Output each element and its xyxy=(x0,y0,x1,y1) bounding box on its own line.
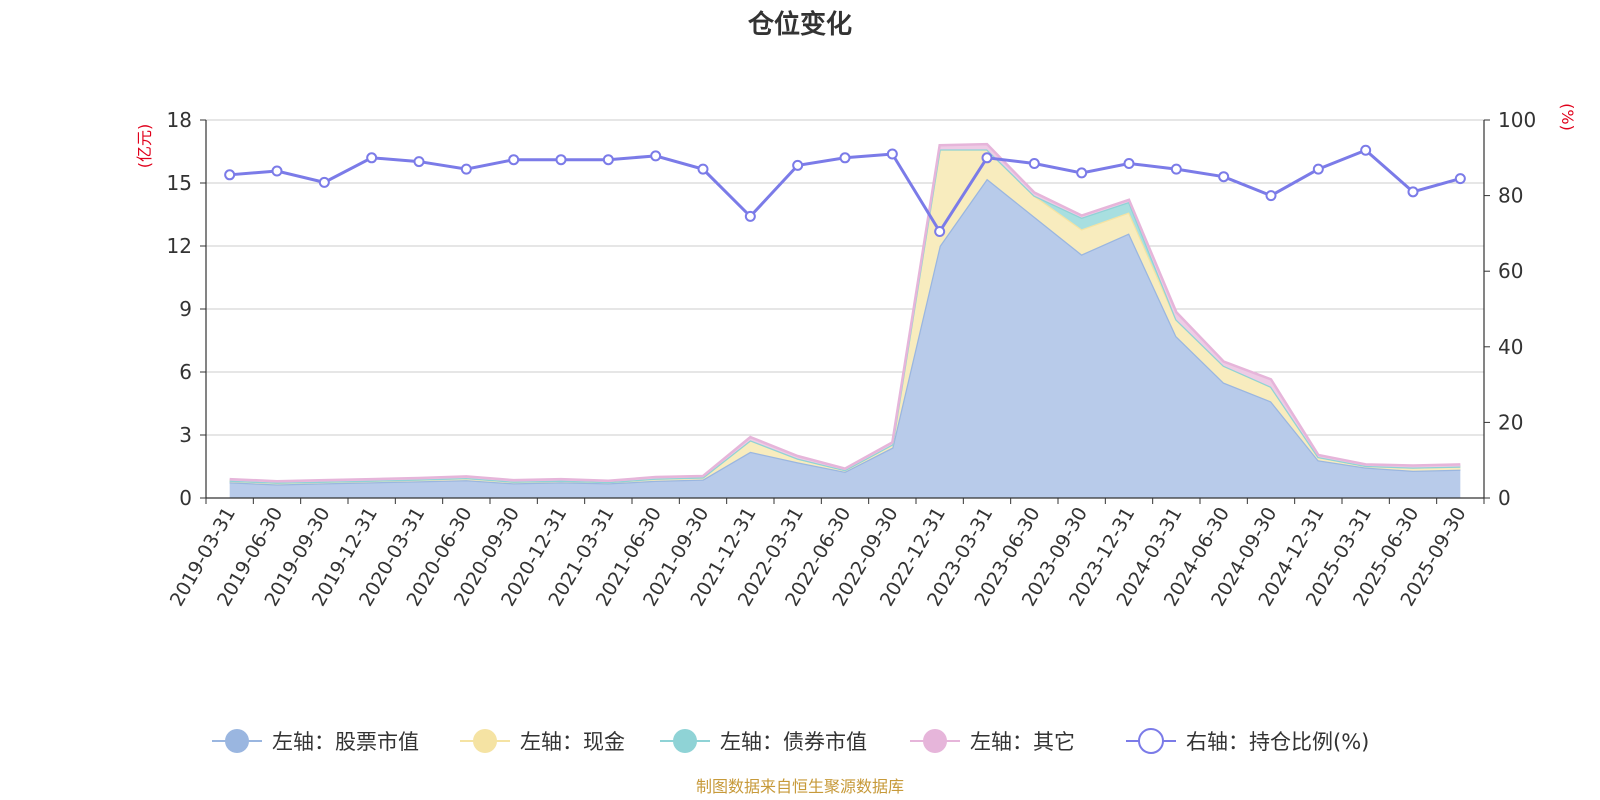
left-tick-label: 3 xyxy=(179,423,192,447)
ratio-point xyxy=(318,176,330,188)
ratio-point xyxy=(1454,173,1466,185)
left-tick-label: 0 xyxy=(179,486,192,510)
ratio-point xyxy=(792,159,804,171)
ratio-point xyxy=(1218,171,1230,183)
right-tick-label: 20 xyxy=(1498,410,1523,434)
ratio-point xyxy=(1265,190,1277,202)
legend: 左轴：股票市值 左轴：现金 左轴：债券市值 左轴：其它 右轴：持仓比例(%) xyxy=(212,728,1369,754)
grid-lines xyxy=(206,119,1484,436)
ratio-point xyxy=(1076,167,1088,179)
legend-item[interactable]: 左轴：股票市值 xyxy=(212,729,419,754)
ratio-point xyxy=(224,169,236,181)
legend-label: 左轴：现金 xyxy=(520,730,625,754)
legend-label: 右轴：持仓比例(%) xyxy=(1186,730,1369,754)
area-edge-左轴：其它 xyxy=(229,142,1461,483)
right-tick-label: 80 xyxy=(1498,184,1523,208)
data-source-note: 制图数据来自恒生聚源数据库 xyxy=(696,777,904,796)
stacked-areas xyxy=(229,142,1461,499)
ratio-point xyxy=(1360,144,1372,156)
right-tick-label: 0 xyxy=(1498,486,1511,510)
right-axis-unit: (%) xyxy=(1558,103,1577,131)
chart-title: 仓位变化 xyxy=(747,9,852,40)
ratio-point xyxy=(650,150,662,162)
left-tick-label: 15 xyxy=(167,171,192,195)
legend-marker-icon xyxy=(473,729,497,753)
legend-marker-icon xyxy=(673,729,697,753)
area-左轴：股票市值 xyxy=(229,178,1461,499)
left-tick-label: 18 xyxy=(167,108,192,132)
legend-marker-icon xyxy=(1138,728,1164,754)
right-tick-label: 100 xyxy=(1498,108,1536,132)
ratio-point xyxy=(697,163,709,175)
legend-marker-icon xyxy=(225,729,249,753)
legend-label: 左轴：债券市值 xyxy=(720,730,867,754)
ratio-point xyxy=(271,165,283,177)
ratio-point xyxy=(981,152,993,164)
ratio-point xyxy=(555,154,567,166)
legend-label: 左轴：股票市值 xyxy=(272,730,419,754)
left-tick-label: 6 xyxy=(179,360,192,384)
right-tick-label: 60 xyxy=(1498,259,1523,283)
ratio-point xyxy=(839,152,851,164)
legend-marker-icon xyxy=(923,729,947,753)
ratio-point xyxy=(1312,163,1324,175)
ratio-point xyxy=(1123,157,1135,169)
ratio-line xyxy=(224,144,1466,238)
ratio-point xyxy=(366,152,378,164)
left-axis-unit: (亿元) xyxy=(135,124,154,169)
ratio-point xyxy=(1028,157,1040,169)
legend-item[interactable]: 左轴：现金 xyxy=(460,729,625,754)
ratio-point xyxy=(934,226,946,238)
legend-item[interactable]: 左轴：债券市值 xyxy=(660,729,867,754)
ratio-point xyxy=(1407,186,1419,198)
ratio-point xyxy=(460,163,472,175)
ratio-point xyxy=(1170,163,1182,175)
ratio-point xyxy=(602,154,614,166)
right-tick-label: 40 xyxy=(1498,335,1523,359)
ratio-point xyxy=(413,156,425,168)
legend-item[interactable]: 左轴：其它 xyxy=(910,729,1075,754)
ratio-point xyxy=(886,148,898,160)
ratio-point xyxy=(508,154,520,166)
left-tick-label: 12 xyxy=(167,234,192,258)
legend-item[interactable]: 右轴：持仓比例(%) xyxy=(1126,728,1369,754)
left-tick-label: 9 xyxy=(179,297,192,321)
ratio-point xyxy=(744,210,756,222)
legend-label: 左轴：其它 xyxy=(970,730,1075,754)
